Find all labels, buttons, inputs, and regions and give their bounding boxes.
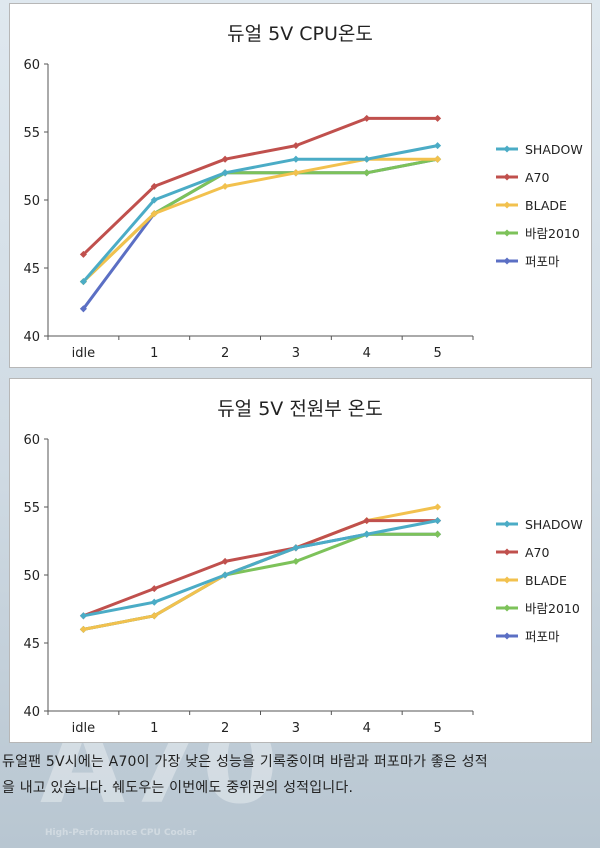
power-chart-legend-label-blade: BLADE <box>525 573 567 588</box>
power-chart-legend-marker-blade <box>503 576 511 584</box>
cpu-chart-point-a70 <box>150 182 158 190</box>
cpu-chart-point-a70 <box>221 155 229 163</box>
power-chart-x-tick-label: 3 <box>292 721 300 736</box>
cpu-chart-x-tick-label: 2 <box>221 346 229 361</box>
cpu-chart-point-shadow <box>150 196 158 204</box>
caption-line-1: 듀얼팬 5V시에는 A70이 가장 낮은 성능을 기록중이며 바람과 퍼포마가 … <box>2 754 488 770</box>
cpu-chart-point-a70 <box>292 142 300 150</box>
cpu-chart-series-line-a70 <box>81 116 440 256</box>
cpu-chart-legend-label-퍼포마: 퍼포마 <box>525 254 560 269</box>
power-chart-legend-label-shadow: SHADOW <box>525 517 583 532</box>
cpu-chart-point-a70 <box>363 114 371 122</box>
cpu-chart-legend-marker-shadow <box>503 145 511 153</box>
cpu-temperature-chart: 듀얼 5V CPU온도 40 45 50 55 60 idle 1 2 3 4 5 SHADOW A70 B… <box>9 3 592 368</box>
power-chart-series-line-바람2010 <box>81 532 440 631</box>
cpu-chart-y-tick-label: 55 <box>23 126 40 141</box>
cpu-chart-x-tick-label: idle <box>72 346 95 361</box>
cpu-chart-series-line-퍼포마 <box>81 157 440 311</box>
cpu-chart-y-tick-label: 40 <box>23 330 40 345</box>
power-chart-point-shadow <box>434 517 442 525</box>
power-chart-legend-marker-a70 <box>503 548 511 556</box>
cpu-chart-legend-label-shadow: SHADOW <box>525 142 583 157</box>
power-chart-series-line-shadow <box>81 519 440 618</box>
cpu-chart-legend-label-바람2010: 바람2010 <box>525 226 580 241</box>
power-chart-y-tick-label: 55 <box>23 501 40 516</box>
cpu-chart-point-blade <box>150 210 158 218</box>
cpu-chart-title: 듀얼 5V CPU온도 <box>227 23 373 45</box>
cpu-chart-x-tick-label: 3 <box>292 346 300 361</box>
cpu-chart-point-blade <box>292 169 300 177</box>
caption-line-2: 을 내고 있습니다. 쉐도우는 이번에도 중위권의 성적입니다. <box>2 780 354 796</box>
cpu-chart-y-tick-label: 45 <box>23 262 40 277</box>
cpu-chart-legend-label-blade: BLADE <box>525 198 567 213</box>
power-chart-legend-marker-shadow <box>503 520 511 528</box>
power-chart-legend-label-a70: A70 <box>525 545 550 560</box>
cpu-chart-x-tick-label: 5 <box>433 346 441 361</box>
power-chart-series-line-a70 <box>81 519 440 618</box>
power-chart-legend-marker-바람2010 <box>503 604 511 612</box>
cpu-chart-y-tick-label: 50 <box>23 194 40 209</box>
power-chart-y-tick-label: 50 <box>23 569 40 584</box>
power-chart-point-shadow <box>150 598 158 606</box>
cpu-chart-y-tick-label: 60 <box>23 58 40 73</box>
cpu-chart-x-tick-label: 4 <box>363 346 371 361</box>
power-chart-y-tick-label: 45 <box>23 637 40 652</box>
background-watermark-subtitle: High-Performance CPU Cooler <box>45 828 197 838</box>
power-chart-point-shadow <box>221 571 229 579</box>
cpu-chart-point-shadow <box>292 155 300 163</box>
cpu-chart-point-바람2010 <box>363 169 371 177</box>
cpu-chart-series-line-shadow <box>81 144 440 284</box>
power-chart-legend-label-퍼포마: 퍼포마 <box>525 629 560 644</box>
cpu-chart-legend-marker-blade <box>503 201 511 209</box>
power-chart-point-shadow <box>363 530 371 538</box>
cpu-chart-legend-marker-바람2010 <box>503 229 511 237</box>
power-chart-point-blade <box>150 612 158 620</box>
cpu-chart-legend-marker-퍼포마 <box>503 257 511 265</box>
cpu-chart-point-shadow <box>221 169 229 177</box>
power-chart-legend-label-바람2010: 바람2010 <box>525 601 580 616</box>
cpu-chart-legend-marker-a70 <box>503 173 511 181</box>
cpu-chart-point-a70 <box>79 250 87 258</box>
cpu-chart-point-shadow <box>79 278 87 286</box>
cpu-chart-point-blade <box>221 182 229 190</box>
article-caption: 듀얼팬 5V시에는 A70이 가장 낮은 성능을 기록중이며 바람과 퍼포마가 … <box>2 749 598 801</box>
cpu-chart-x-tick-label: 1 <box>150 346 158 361</box>
power-chart-y-tick-label: 40 <box>23 705 40 720</box>
power-chart-point-shadow <box>292 544 300 552</box>
power-chart-point-바람2010 <box>434 530 442 538</box>
cpu-chart-point-blade <box>434 155 442 163</box>
power-chart-title: 듀얼 5V 전원부 온도 <box>217 398 383 420</box>
power-chart-x-tick-label: 4 <box>363 721 371 736</box>
cpu-chart-point-퍼포마 <box>79 305 87 313</box>
power-chart-x-tick-label: idle <box>72 721 95 736</box>
power-chart-y-tick-label: 60 <box>23 433 40 448</box>
cpu-chart-point-a70 <box>434 114 442 122</box>
power-chart-point-blade <box>79 625 87 633</box>
power-chart-x-tick-label: 5 <box>433 721 441 736</box>
power-chart-x-tick-label: 1 <box>150 721 158 736</box>
cpu-chart-legend-label-a70: A70 <box>525 170 550 185</box>
power-chart-series-line-퍼포마 <box>81 532 440 631</box>
power-chart-point-blade <box>434 503 442 511</box>
power-temperature-chart: 듀얼 5V 전원부 온도 40 45 50 55 60 idle 1 2 3 4 5 SHADOW A70… <box>9 378 592 743</box>
cpu-chart-point-shadow <box>363 155 371 163</box>
cpu-chart-series-line-blade <box>81 157 440 284</box>
power-chart-legend-marker-퍼포마 <box>503 632 511 640</box>
cpu-chart-point-shadow <box>434 142 442 150</box>
power-chart-x-tick-label: 2 <box>221 721 229 736</box>
